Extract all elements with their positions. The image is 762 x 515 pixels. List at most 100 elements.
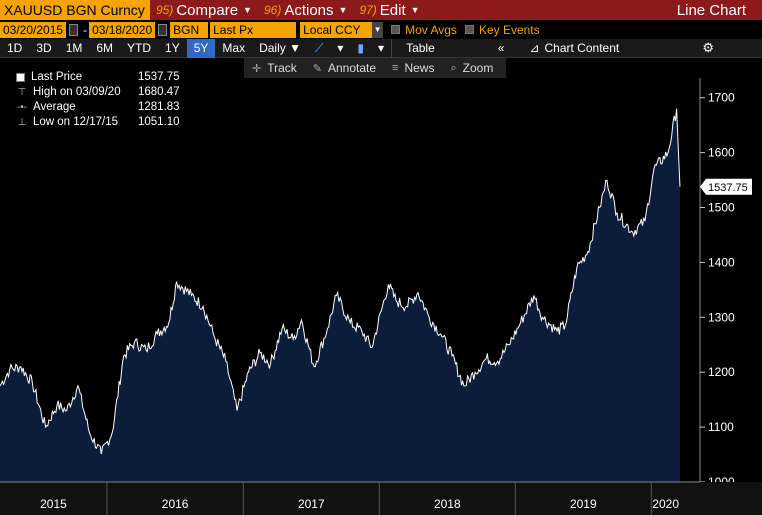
start-date-field[interactable]: 03/20/2015 — [0, 21, 67, 38]
last-value-callout: 1537.75 — [700, 178, 752, 195]
edit-menu-label: Edit — [379, 1, 406, 19]
range-3d-button[interactable]: 3D — [36, 40, 52, 55]
legend-high-value: 1680.47 — [138, 86, 180, 98]
track-button[interactable]: ✛ Track — [244, 61, 305, 75]
currency-select[interactable]: Local CCY — [300, 21, 373, 38]
collapse-button[interactable]: « — [497, 40, 505, 55]
legend-high-label: High on 03/09/20 — [33, 86, 121, 98]
chevron-down-icon: ▼ — [289, 40, 301, 55]
low-marker-icon: ⊥ — [17, 117, 27, 128]
annotate-button[interactable]: ✎ Annotate — [305, 61, 384, 75]
edit-menu-number: 97) — [359, 3, 377, 17]
edit-menu[interactable]: 97) Edit ▼ — [353, 0, 425, 20]
date-range-dash: - — [83, 22, 88, 37]
series-swatch-icon — [16, 73, 25, 82]
source-field[interactable]: BGN — [170, 21, 209, 38]
range-1y-button[interactable]: 1Y — [165, 40, 180, 55]
y-tick-label: 1600 — [708, 146, 735, 160]
chart-type-dropdown[interactable]: ▾ — [330, 39, 350, 58]
x-tick-label: 2017 — [298, 497, 325, 511]
input-bar: 03/20/2015 - 03/18/2020 BGN Last Px Loca… — [0, 20, 762, 39]
legend-row-last-price[interactable]: Last Price 1537.75 — [11, 70, 180, 85]
key-events-checkbox[interactable]: Key Events — [464, 22, 540, 37]
range-ytd-button[interactable]: YTD — [127, 40, 152, 55]
x-tick-label: 2016 — [162, 497, 189, 511]
actions-menu-label: Actions — [284, 1, 334, 19]
chevron-down-icon: ▼ — [338, 5, 348, 15]
legend-average-label: Average — [33, 101, 76, 113]
page-title: Line Chart — [676, 1, 746, 19]
pencil-icon: ✎ — [312, 62, 322, 75]
chevron-down-icon: ▼ — [243, 5, 252, 15]
legend-low-value: 1051.10 — [138, 116, 180, 128]
y-tick-label: 1500 — [708, 201, 735, 215]
legend-last-price-value: 1537.75 — [138, 71, 180, 83]
actions-menu[interactable]: 96) Actions ▼ — [258, 0, 353, 20]
chevron-down-icon[interactable]: ▼ — [372, 21, 384, 38]
legend-average-value: 1281.83 — [138, 101, 180, 113]
mov-avgs-label: Mov Avgs — [405, 22, 457, 37]
key-events-label: Key Events — [478, 22, 540, 37]
chart-legend: Last Price 1537.75 ⊤ High on 03/09/20 168… — [11, 70, 180, 130]
crosshair-icon: ✛ — [252, 62, 262, 75]
chart-style-dropdown[interactable]: ▾ — [371, 39, 391, 58]
track-label: Track — [267, 61, 297, 75]
table-button[interactable]: Table — [391, 38, 449, 58]
calendar-icon[interactable] — [69, 23, 79, 36]
legend-last-price-label: Last Price — [31, 71, 83, 83]
chart-toolbar: ✛ Track ✎ Annotate ≡ News ⌕ Zoom — [244, 58, 506, 78]
chevron-down-icon: ▾ — [378, 40, 385, 55]
y-tick-label: 1100 — [708, 420, 734, 434]
range-max-button[interactable]: Max — [222, 40, 246, 55]
ticker-field[interactable]: XAUUSD BGN Curncy — [0, 0, 150, 20]
chart-content-icon: ⊿ — [529, 41, 540, 55]
compare-menu[interactable]: 95) Compare ▼ — [150, 0, 258, 20]
chart-content-label: Chart Content — [544, 41, 620, 55]
field-select[interactable]: Last Px — [210, 21, 297, 38]
range-1d-button[interactable]: 1D — [7, 40, 23, 55]
actions-menu-number: 96) — [263, 3, 282, 17]
chevron-down-icon: ▼ — [410, 5, 420, 15]
compare-menu-label: Compare — [176, 1, 239, 19]
series-line[interactable] — [0, 108, 681, 455]
series-area — [0, 108, 680, 482]
frequency-select[interactable]: Daily ▼ — [252, 39, 308, 58]
chevron-down-icon: ▾ — [337, 40, 344, 55]
news-button[interactable]: ≡ News — [384, 61, 442, 75]
last-value-label: 1537.75 — [708, 182, 748, 194]
range-5y-button[interactable]: 5Y — [186, 38, 216, 58]
calendar-icon[interactable] — [158, 23, 168, 36]
zoom-label: Zoom — [462, 61, 494, 75]
frequency-label: Daily — [259, 40, 286, 55]
chart-content-button[interactable]: ⊿ Chart Content — [529, 41, 619, 55]
range-1m-button[interactable]: 1M — [65, 40, 83, 55]
x-axis-band — [0, 482, 762, 515]
range-6m-button[interactable]: 6M — [96, 40, 114, 55]
legend-row-average: -•- Average 1281.83 — [11, 100, 180, 115]
gear-icon[interactable]: ⚙ — [702, 40, 714, 55]
y-tick-label: 1200 — [708, 365, 735, 379]
bar-chart-icon[interactable]: ▮ — [357, 40, 365, 55]
checkbox-icon — [464, 25, 474, 34]
y-tick-label: 1400 — [708, 255, 735, 269]
zoom-button[interactable]: ⌕ Zoom — [442, 61, 501, 75]
legend-row-low: ⊥ Low on 12/17/15 1051.10 — [11, 115, 180, 130]
y-tick-label: 1700 — [708, 91, 735, 105]
legend-row-high: ⊤ High on 03/09/20 1680.47 — [11, 85, 180, 100]
x-tick-label: 2018 — [434, 497, 461, 511]
compare-menu-number: 95) — [156, 3, 174, 17]
average-marker-icon: -•- — [16, 102, 28, 113]
end-date-field[interactable]: 03/18/2020 — [89, 21, 156, 38]
x-tick-label: 2015 — [40, 497, 67, 511]
range-bar: 1D 3D 1M 6M YTD 1Y 5Y Max Daily ▼ ⟋ ▾ ▮ … — [0, 38, 762, 58]
legend-low-label: Low on 12/17/15 — [33, 116, 119, 128]
last-value-box — [700, 178, 752, 195]
news-icon: ≡ — [392, 62, 399, 74]
mov-avgs-checkbox[interactable]: Mov Avgs — [391, 23, 457, 37]
line-chart-icon[interactable]: ⟋ — [314, 40, 324, 55]
checkbox-icon — [391, 25, 401, 34]
news-label: News — [404, 61, 435, 75]
high-marker-icon: ⊤ — [17, 87, 27, 98]
y-tick-label: 1300 — [708, 310, 735, 324]
